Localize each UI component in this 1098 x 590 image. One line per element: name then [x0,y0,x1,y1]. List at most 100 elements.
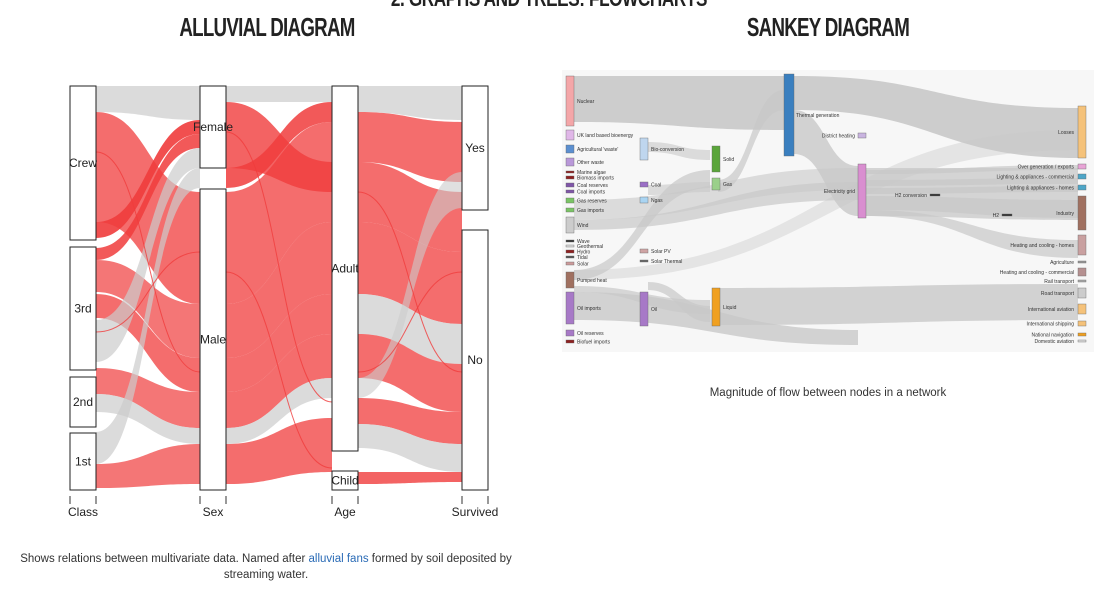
sankey-source-node [565,207,575,213]
sankey-middle-node [639,137,649,161]
sankey-middle-node [929,193,941,197]
sankey-source-node [565,339,575,344]
alluvial-fans-link[interactable]: alluvial fans [308,553,369,565]
sankey-middle-node-label: Solar Thermal [651,259,682,265]
sankey-sink-node-label: Heating and cooling - commercial [1000,270,1074,276]
page-heading: 2. GRAPHS AND TREES: FLOWCHARTS [121,0,977,12]
alluvial-node-label: Crew [69,156,97,170]
sankey-source-node [565,291,575,325]
sankey-source-node-label: Oil imports [577,306,601,312]
sankey-sink-node-label: Road transport [1041,291,1075,297]
sankey-source-node-label: Gas imports [577,208,604,214]
alluvial-flow-band [96,168,200,464]
alluvial-flow-band [226,418,332,484]
alluvial-thread-line [225,271,333,469]
alluvial-thread-line [95,251,201,333]
sankey-sink-node [1077,339,1087,343]
sankey-sink-node-label: Industry [1056,211,1074,217]
sankey-source-node-label: Marine algae [577,170,606,176]
alluvial-thread-line [95,151,201,373]
sankey-sink-node-label: Over generation / exports [1018,165,1075,171]
sankey-middle-node-label: H2 [993,213,1000,219]
alluvial-flow-band [226,222,332,358]
alluvial-node [461,229,489,491]
sankey-middle-node-label: Bio-conversion [651,147,684,153]
sankey-middle-node-label: Solar PV [651,249,671,255]
sankey-flow [648,142,710,160]
alluvial-flow-band [358,222,462,324]
sankey-sink-node-label: Heating and cooling - homes [1010,243,1074,249]
alluvial-node [461,85,489,211]
alluvial-node-label: 2nd [73,395,93,409]
sankey-sink-node [1077,195,1087,231]
alluvial-flow-band [226,294,332,392]
alluvial-diagram: Crew 3rd 2nd 1st Female Male Adult Child Yes No C… [68,85,499,519]
sankey-source-node-label: Hydro [577,250,591,256]
sankey-flow [866,178,1078,186]
alluvial-axis-label: Age [334,505,356,519]
alluvial-node-label: Yes [465,141,485,155]
alluvial-axis-label: Survived [452,505,499,519]
sankey-source-node-label: Wave [577,239,590,245]
sankey-source-node [565,170,575,174]
sankey-source-node-label: Gas reserves [577,199,607,205]
sankey-middle-node [857,163,867,219]
sankey-middle-node-label: Oil [651,307,657,313]
alluvial-flow-band [358,472,462,484]
alluvial-node-label: Female [193,120,233,134]
sankey-source-node-label: Coal imports [577,190,606,196]
sankey-source-node [565,271,575,289]
alluvial-axis-label: Sex [203,505,224,519]
alluvial-caption-text-end: formed by soil deposited by streaming wa… [223,553,512,581]
sankey-sink-node [1077,320,1087,327]
sankey-flow [574,130,1078,280]
sankey-sink-node [1077,279,1087,283]
sankey-source-node [565,75,575,127]
sankey-middle-node-label: H2 conversion [895,193,927,199]
sankey-sink-node [1077,287,1087,299]
sankey-middle-node [1001,213,1013,217]
sankey-sink-node [1077,260,1087,264]
sankey-sink-node [1077,105,1087,159]
sankey-sink-node-label: Agriculture [1050,260,1074,266]
sankey-source-node [565,239,575,243]
alluvial-thread-line [225,131,333,403]
alluvial-flow-band [96,148,200,362]
sankey-flow [574,168,858,220]
sankey-sink-node [1077,173,1087,180]
alluvial-node-label: 1st [75,455,92,469]
alluvial-node [331,85,359,452]
alluvial-caption: Shows relations between multivariate dat… [0,551,532,583]
sankey-source-node [565,249,575,254]
sankey-sink-node-label: International shipping [1026,322,1074,328]
sankey-flow [866,196,1078,218]
sankey-middle-node [639,259,649,263]
sankey-source-node [565,216,575,234]
sankey-source-node-label: Agricultural 'waste' [577,147,618,153]
sankey-sink-node-label: National navigation [1031,333,1074,339]
alluvial-title: ALLUVIAL DIAGRAM [179,12,355,42]
sankey-sink-node [1077,234,1087,256]
alluvial-flow-band [96,444,200,488]
sankey-source-node [565,182,575,188]
sankey-source-node-label: Pumped heat [577,278,607,284]
sankey-source-node-label: Wind [577,223,589,229]
sankey-source-node-label: Solar [577,262,589,268]
alluvial-flow-band [358,398,462,444]
alluvial-flow-band [358,162,462,252]
sankey-middle-node-label: Thermal generation [796,113,840,119]
sankey-flow [794,76,1078,158]
sankey-sink-node [1077,332,1087,337]
sankey-source-node [565,189,575,194]
alluvial-flow-band [358,424,462,472]
alluvial-node [199,188,227,491]
sankey-sink-node [1077,184,1087,191]
sankey-sink-node [1077,267,1087,277]
alluvial-flow-band [96,368,200,428]
alluvial-flow-band [358,86,462,120]
sankey-nodes: Nuclear UK land based bioenergy Agricultur… [565,73,1087,346]
alluvial-node [69,432,97,491]
sankey-source-node [565,329,575,337]
alluvial-flow-band [358,334,462,412]
alluvial-node-label: Male [200,333,226,347]
